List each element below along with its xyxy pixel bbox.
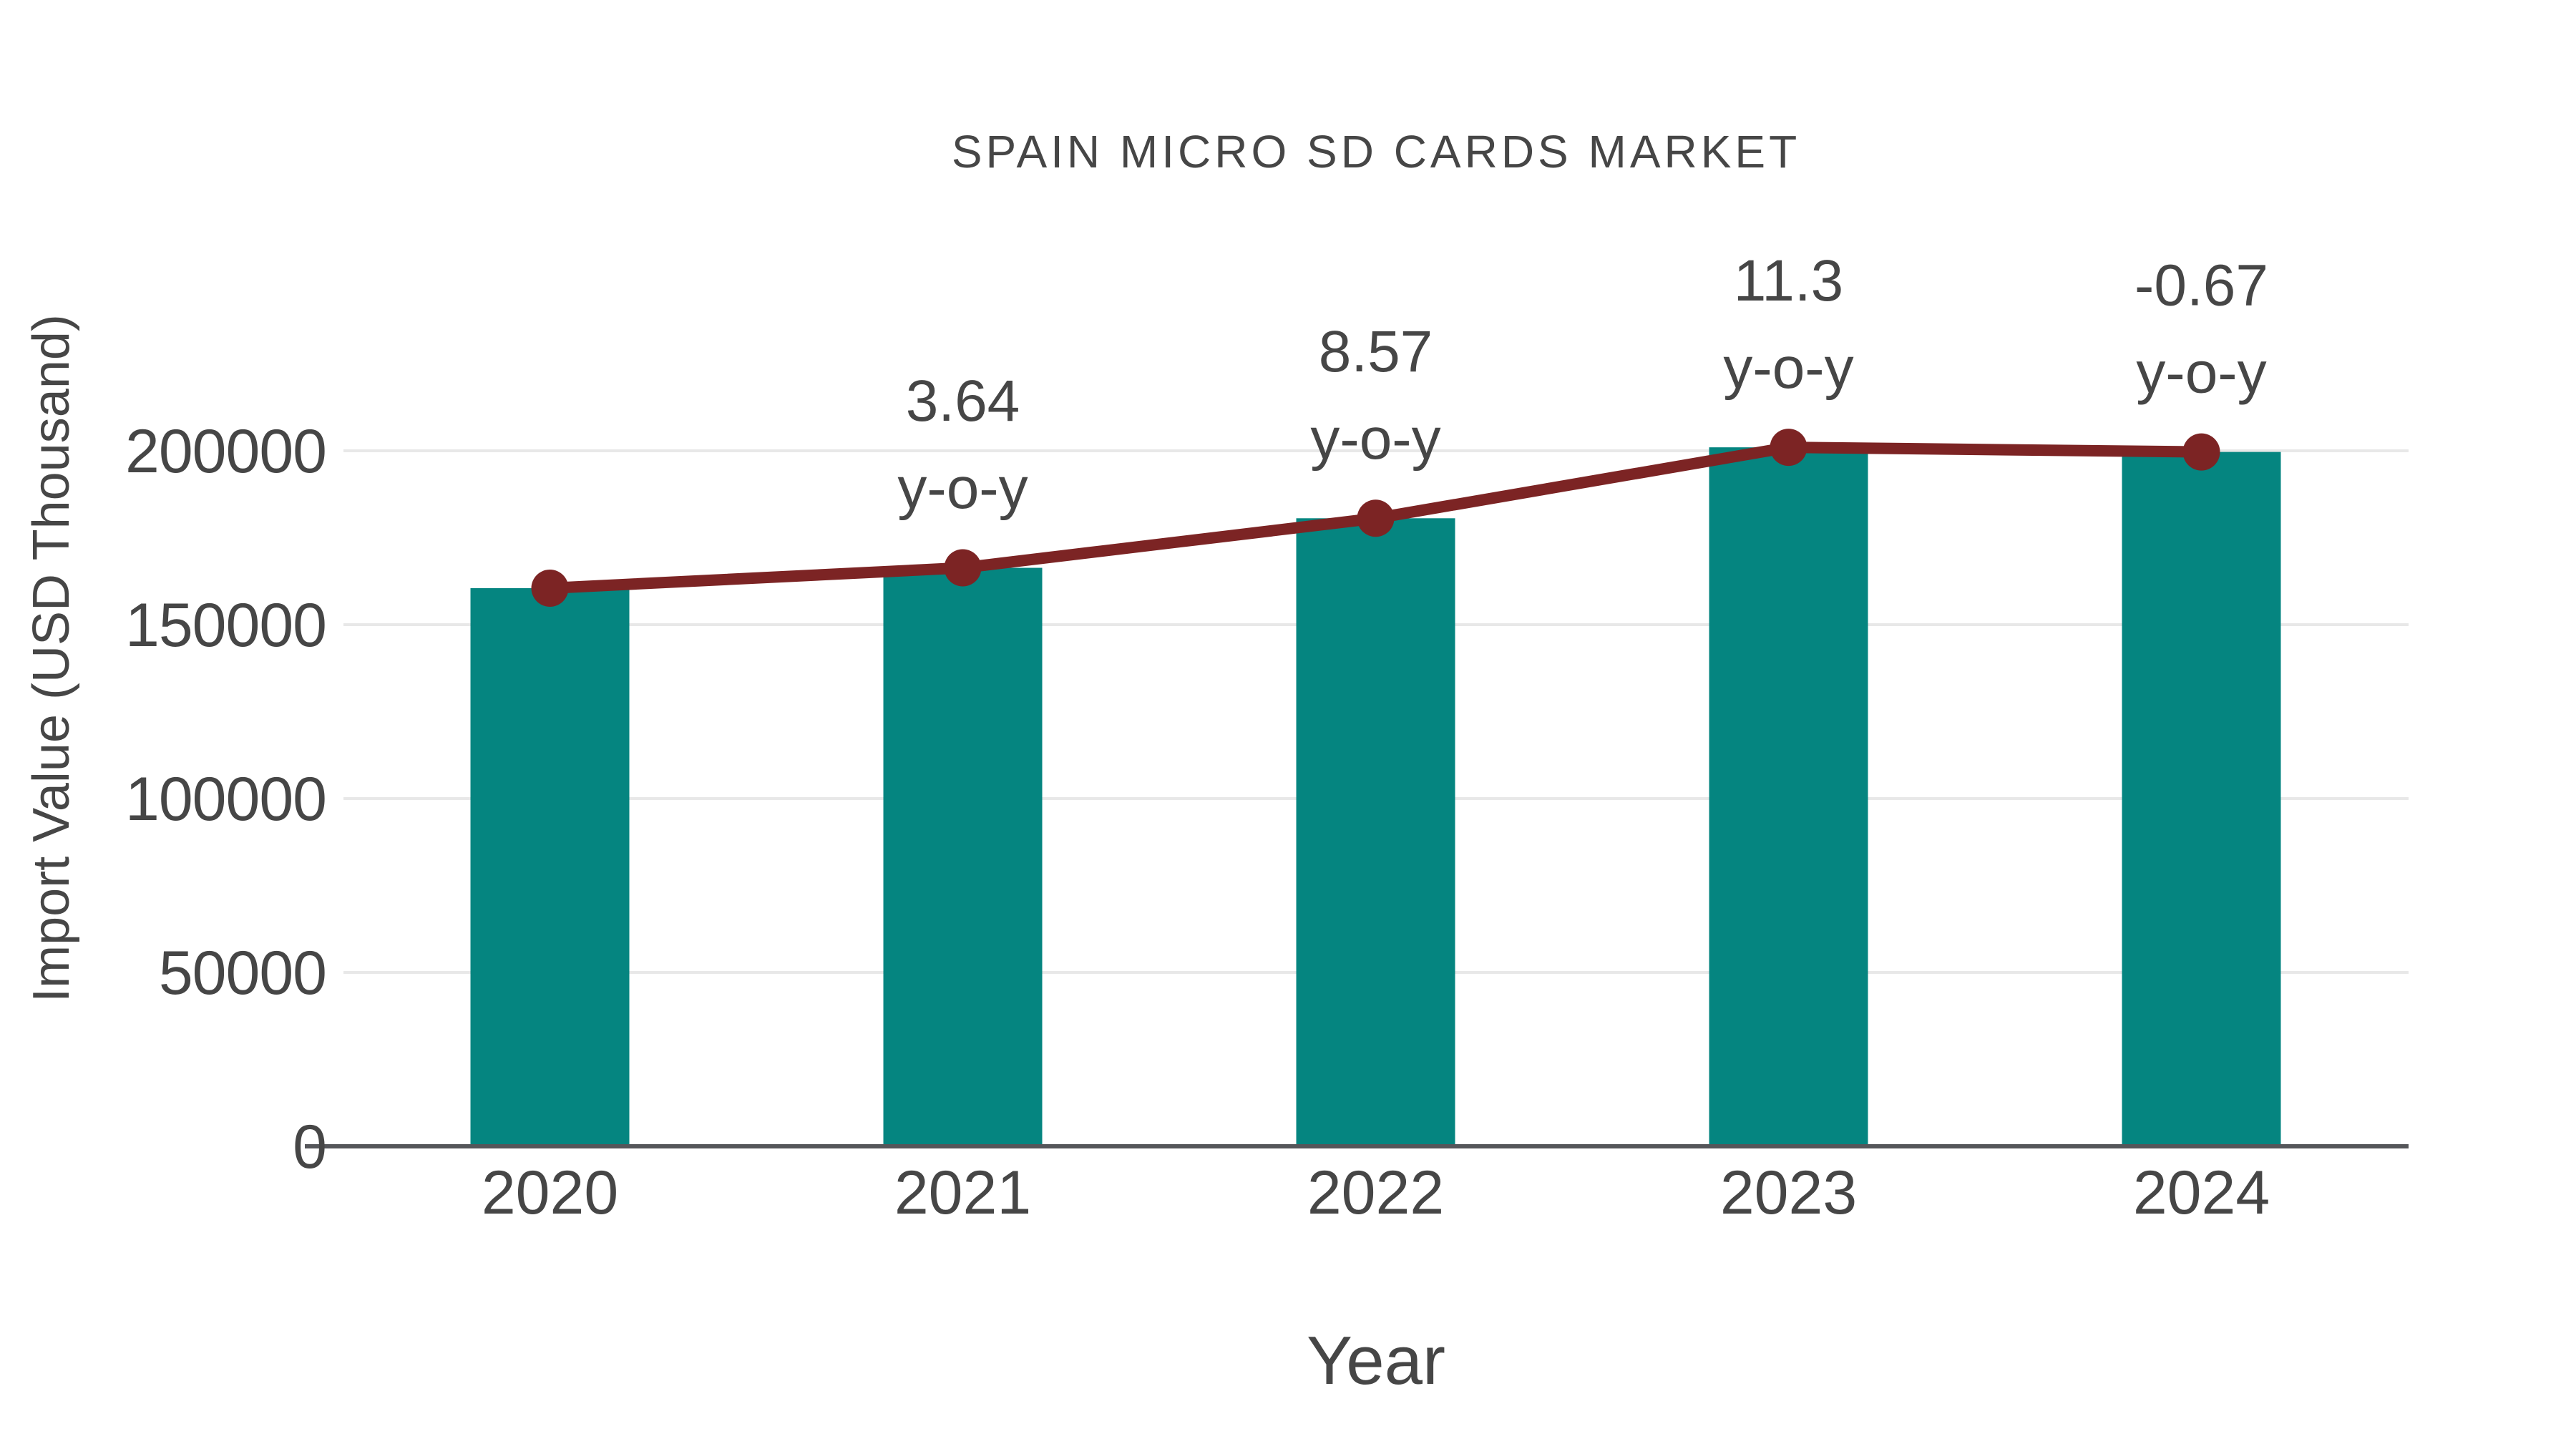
x-tick-label-2021: 2021: [894, 1158, 1031, 1227]
bar-2021: [883, 567, 1043, 1146]
yoy-value-label-2021: 3.64: [906, 369, 1020, 434]
yoy-marker-2021: [944, 549, 982, 587]
x-tick-label-2020: 2020: [482, 1158, 618, 1227]
x-tick-label-2022: 2022: [1307, 1158, 1444, 1227]
yoy-marker-2022: [1357, 499, 1395, 537]
yoy-marker-2024: [2182, 433, 2220, 471]
yoy-value-label-2022: 8.57: [1319, 319, 1433, 384]
x-tick-label-2023: 2023: [1720, 1158, 1857, 1227]
y-tick-label-100000: 100000: [125, 765, 326, 834]
bar-2022: [1296, 518, 1455, 1146]
yoy-value-label-2024: -0.67: [2135, 253, 2268, 318]
y-tick-label-50000: 50000: [159, 939, 326, 1008]
x-axis-title: Year: [1307, 1324, 1445, 1400]
yoy-marker-2023: [1770, 429, 1807, 467]
y-tick-label-150000: 150000: [125, 591, 326, 660]
yoy-marker-2020: [531, 569, 569, 607]
yoy-suffix-label-2023: y-o-y: [1723, 336, 1853, 401]
chart-title: SPAIN MICRO SD CARDS MARKET: [951, 126, 1801, 177]
y-tick-label-200000: 200000: [125, 417, 326, 486]
yoy-suffix-label-2024: y-o-y: [2136, 340, 2266, 405]
bar-2023: [1709, 447, 1868, 1146]
x-tick-label-2024: 2024: [2133, 1158, 2270, 1227]
yoy-suffix-label-2021: y-o-y: [897, 456, 1028, 521]
yoy-value-label-2023: 11.3: [1734, 248, 1844, 313]
bar-2020: [470, 587, 630, 1146]
bar-2024: [2122, 452, 2281, 1146]
yoy-suffix-label-2022: y-o-y: [1310, 406, 1440, 472]
y-tick-label-0: 0: [293, 1113, 326, 1181]
